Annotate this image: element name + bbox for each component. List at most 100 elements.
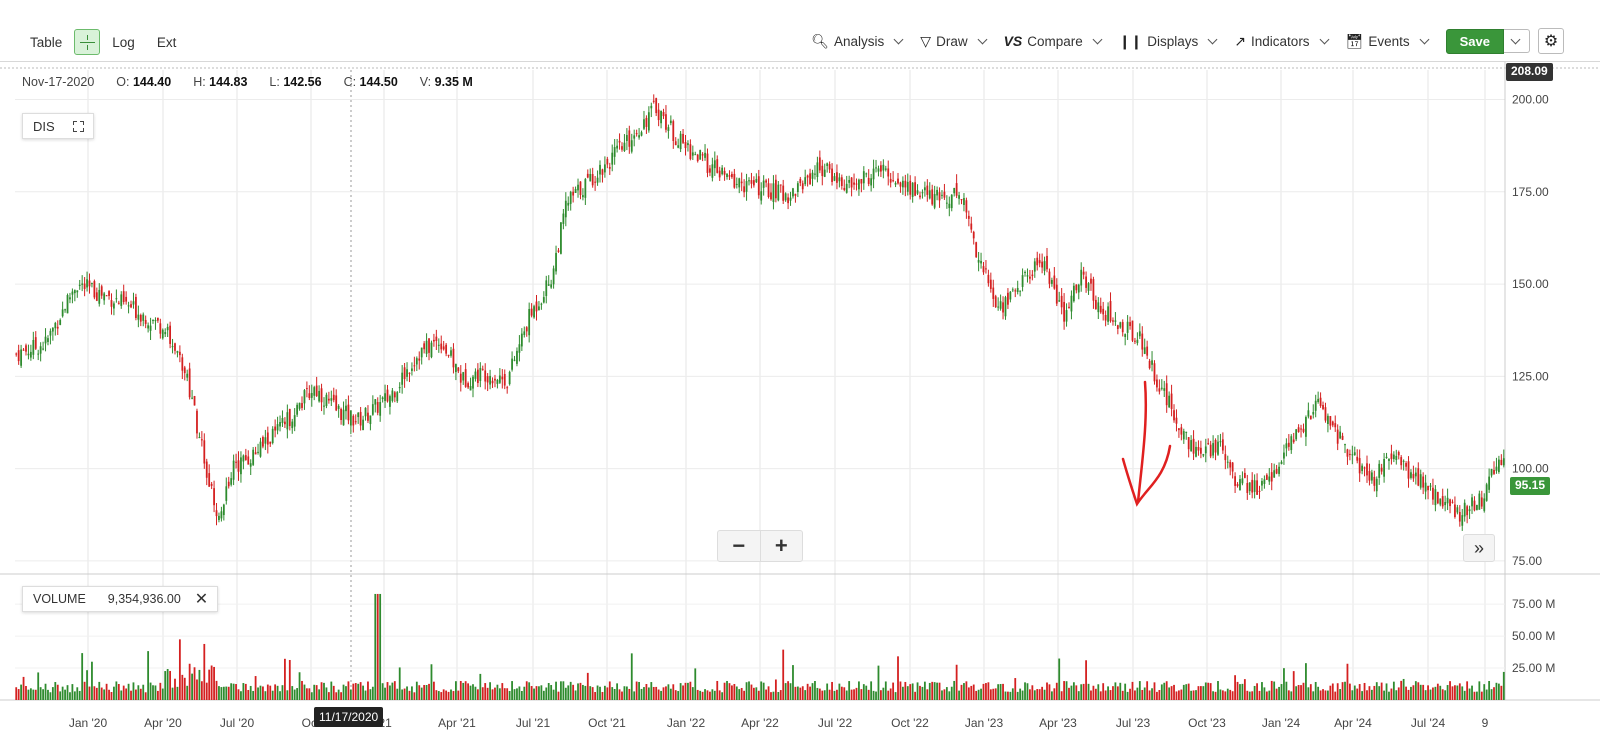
volume-bar <box>20 684 23 700</box>
volume-bar <box>381 683 384 700</box>
candle-body <box>1229 461 1232 468</box>
candle-body <box>110 300 113 307</box>
candle-body <box>567 202 570 206</box>
volume-bar <box>1356 688 1359 700</box>
volume-bar <box>396 688 399 700</box>
displays-menu[interactable]: ❙❙ Displays <box>1119 33 1218 50</box>
volume-bar <box>17 689 20 700</box>
vs-icon: VS <box>1003 33 1023 49</box>
zoom-out-button[interactable]: − <box>718 531 761 561</box>
ohlc-open: O: 144.40 <box>116 75 172 89</box>
candle-body <box>15 353 18 355</box>
candle-body <box>142 314 145 321</box>
volume-bar <box>159 682 162 700</box>
analysis-menu[interactable]: 🔍︎ Analysis <box>811 33 904 50</box>
candle-body <box>679 133 682 150</box>
candle-body <box>1331 421 1334 426</box>
volume-bar <box>1297 684 1300 700</box>
volume-bar <box>191 673 193 700</box>
volume-bar <box>594 692 597 700</box>
candle-body <box>1317 398 1320 403</box>
candle-body <box>218 515 220 520</box>
candle-body <box>1295 429 1298 440</box>
volume-bar <box>1432 687 1434 700</box>
close-icon[interactable]: ✕ <box>194 591 209 608</box>
table-view-button[interactable]: Table <box>30 34 63 50</box>
volume-bar <box>327 692 330 700</box>
log-scale-button[interactable]: Log <box>112 34 135 50</box>
candle-body <box>433 339 435 342</box>
save-button[interactable]: Save <box>1445 28 1504 54</box>
volume-bar <box>56 684 59 700</box>
volume-bar <box>1102 683 1105 700</box>
candle-body <box>511 358 513 370</box>
expand-icon[interactable] <box>72 120 84 132</box>
candle-body <box>923 187 926 191</box>
volume-bar <box>635 681 638 700</box>
events-menu[interactable]: 📅︎ Events <box>1346 33 1430 50</box>
symbol-legend[interactable]: DIS <box>22 113 94 139</box>
crosshair-toggle-button[interactable] <box>74 29 101 55</box>
extended-hours-button[interactable]: Ext <box>156 34 177 50</box>
volume-bar <box>699 690 702 700</box>
candle-body <box>1185 431 1188 433</box>
indicators-menu[interactable]: ↗ Indicators <box>1234 33 1330 50</box>
candle-body <box>1068 306 1070 308</box>
volume-bar <box>454 681 457 700</box>
gear-icon[interactable]: ⚙ <box>1538 28 1564 54</box>
candle-body <box>1036 257 1039 266</box>
volume-bar <box>1300 685 1302 700</box>
volume-bar <box>337 689 340 700</box>
volume-bar <box>462 682 465 700</box>
candle-body <box>760 191 763 201</box>
candle-body <box>494 378 496 381</box>
volume-bar <box>884 681 887 700</box>
volume-bar <box>1036 689 1039 700</box>
symbol-label: DIS <box>33 118 55 134</box>
volume-bar <box>47 689 49 700</box>
candle-body <box>897 178 899 184</box>
volume-bar <box>1488 680 1491 700</box>
candle-body <box>105 295 108 297</box>
volume-bar <box>889 688 892 700</box>
volume-bar <box>1392 681 1395 700</box>
volume-bar <box>1178 690 1180 700</box>
volume-bar <box>1351 690 1354 700</box>
volume-bar <box>293 689 296 700</box>
candle-body <box>899 182 902 187</box>
volume-bar <box>547 683 550 700</box>
candle-body <box>894 182 897 185</box>
candle-body <box>467 383 470 388</box>
volume-bar <box>44 683 47 700</box>
save-options-dropdown[interactable] <box>1504 29 1530 53</box>
volume-bar <box>560 681 562 700</box>
candle-body <box>1278 466 1280 474</box>
scroll-to-latest-button[interactable]: » <box>1463 534 1495 562</box>
volume-bar <box>130 690 132 700</box>
candle-body <box>821 165 824 177</box>
volume-bar <box>347 681 350 700</box>
volume-bar <box>826 683 829 700</box>
compare-menu[interactable]: VS Compare <box>1003 33 1103 49</box>
volume-bar <box>1370 689 1373 700</box>
draw-menu[interactable]: ▽ Draw <box>920 33 988 50</box>
candle-body <box>1041 261 1044 268</box>
volume-bar <box>296 688 299 700</box>
candle-body <box>782 185 785 201</box>
volume-bar <box>1019 688 1022 700</box>
candle-body <box>709 168 711 173</box>
candle-body <box>1273 470 1276 478</box>
zoom-in-button[interactable]: + <box>774 533 788 558</box>
volume-bar <box>1160 684 1163 700</box>
candle-body <box>384 393 386 401</box>
candle-body <box>1070 295 1073 312</box>
volume-bar <box>970 685 973 700</box>
annotation-arrow-head <box>1121 444 1172 507</box>
candle-body <box>711 164 714 178</box>
candle-body <box>354 421 357 423</box>
volume-bar <box>601 691 604 700</box>
candle-body <box>1129 322 1131 327</box>
volume-bar <box>1170 686 1173 700</box>
candle-body <box>743 186 746 193</box>
price-chart[interactable]: Jan '20 Apr '20 Jul '20 Oct '21 Apr '21 Jul '2… <box>0 62 1600 740</box>
